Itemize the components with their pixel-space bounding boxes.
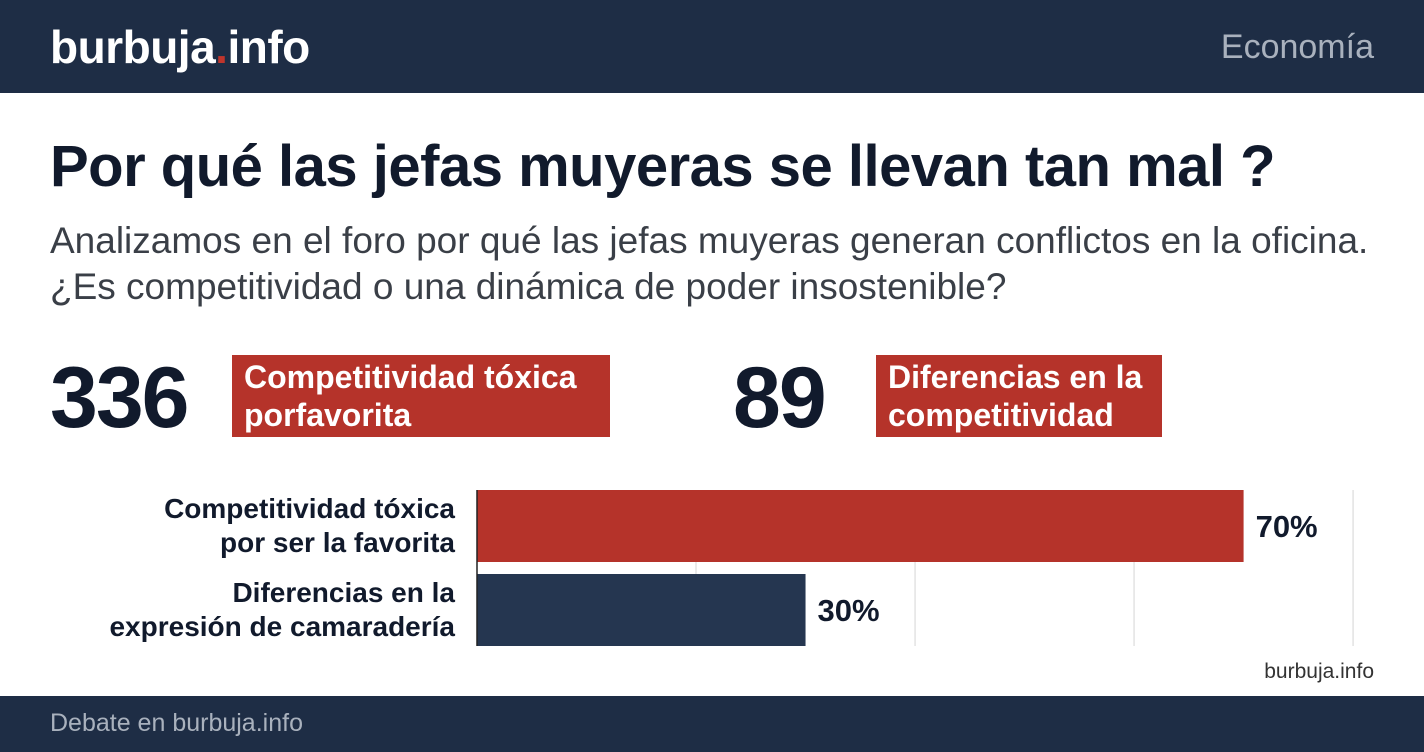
category-label: Competitividad tóxica por ser la favorit… [164, 493, 455, 558]
stat-number: 89 [733, 350, 827, 446]
bar [477, 490, 1244, 562]
section-label: Economía [1220, 28, 1374, 66]
value-label: 70% [1256, 509, 1318, 544]
stat-label: Competitividad tóxica porfavorita [232, 355, 610, 437]
logo-part: info [227, 21, 310, 73]
bar-chart: 70% 30% [476, 490, 1354, 646]
footer-text: Debate en burbuja.info [50, 709, 303, 737]
logo: burbuja.info [50, 20, 310, 74]
bar [477, 574, 806, 646]
stat-label: Diferencias en la competitividad [876, 355, 1162, 437]
logo-part: burbuja [50, 21, 216, 73]
headline: Por qué las jefas muyeras se llevan tan … [50, 134, 1276, 199]
header-bar [0, 0, 1424, 93]
category-label: Diferencias en la expresión de camarader… [109, 577, 455, 642]
value-label: 30% [818, 593, 880, 628]
source: burbuja.info [1264, 660, 1374, 683]
logo-dot: . [215, 21, 228, 73]
footer-bar [0, 696, 1424, 752]
subtitle: Analizamos en el foro por qué las jefas … [50, 220, 1369, 307]
stat-number: 336 [50, 350, 189, 446]
